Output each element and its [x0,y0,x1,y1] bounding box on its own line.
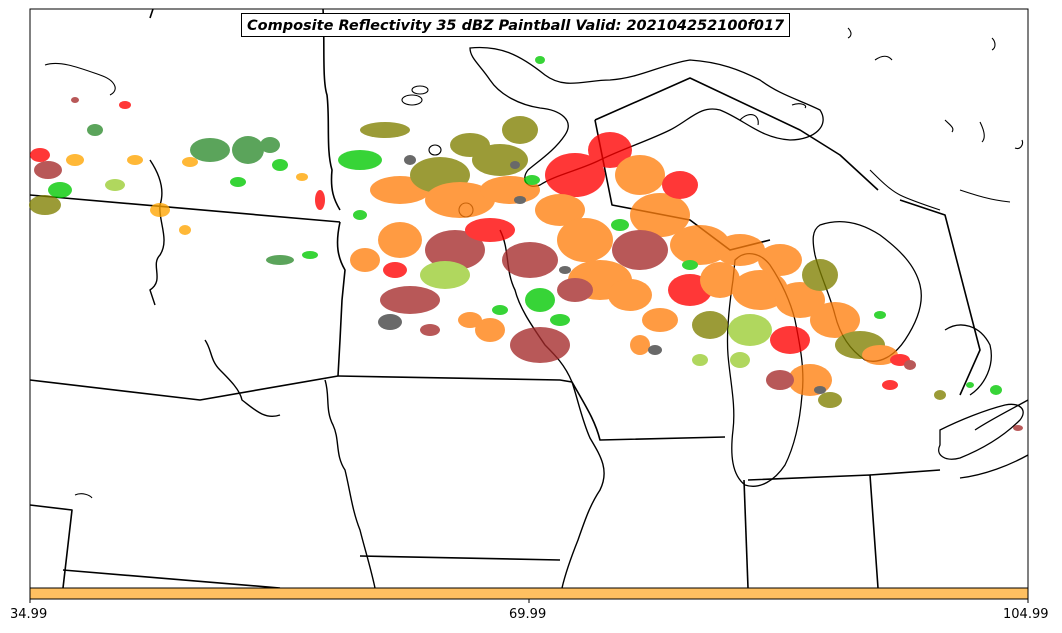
colorbar-tick-label-max: 104.99 [1003,607,1049,622]
map-title: Composite Reflectivity 35 dBZ Paintball … [241,13,791,37]
colorbar-ticks [29,599,1029,603]
reflectivity-paintball [29,56,1023,431]
small-water-bodies [44,27,1024,499]
colorbar [29,587,1029,600]
lake-superior [469,46,824,187]
colorbar-tick-label-min: 34.99 [10,607,48,622]
colorbar-tick-label-mid: 69.99 [509,607,547,622]
lake-erie [938,403,1024,460]
